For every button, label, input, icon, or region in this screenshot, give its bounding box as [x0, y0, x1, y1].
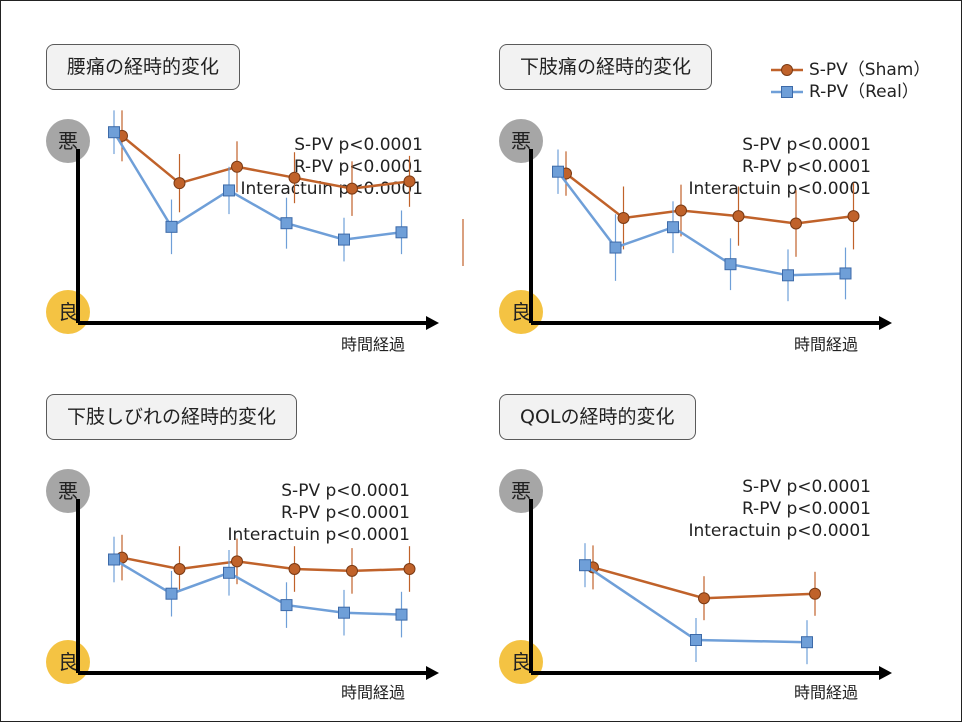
x-axis-label: 時間経過: [794, 335, 859, 354]
data-point-real: [223, 184, 235, 197]
chart-panel-qol: QOLの経時的変化 S-PV p<0.0001 R-PV p<0.0001 In…: [499, 394, 949, 721]
worse-badge: 悪: [46, 469, 90, 513]
worse-badge: 悪: [499, 119, 543, 163]
chart-title: 下肢しびれの経時的変化: [46, 394, 298, 440]
x-axis-arrow-icon: [426, 316, 439, 330]
chart-title: QOLの経時的変化: [499, 394, 696, 440]
data-point-sham: [173, 563, 186, 575]
chart-title: 下肢痛の経時的変化: [499, 44, 713, 90]
data-point-sham: [346, 564, 358, 577]
data-point-sham: [617, 211, 630, 224]
data-point-sham: [675, 204, 687, 217]
data-point-sham: [231, 555, 243, 568]
data-point-real: [165, 220, 178, 233]
data-point-sham: [288, 563, 301, 575]
data-point-sham: [403, 175, 416, 188]
data-point-real: [609, 241, 622, 254]
data-point-sham: [809, 587, 821, 600]
series-line-real: [113, 558, 402, 616]
x-axis-arrow-icon: [426, 666, 439, 680]
data-point-real: [395, 608, 408, 621]
series-line-sham: [565, 172, 854, 225]
stats-block: S-PV p<0.0001 R-PV p<0.0001 Interactuin …: [178, 480, 410, 546]
legend-label: S-PV（Sham）: [809, 60, 931, 80]
x-axis-label: 時間経過: [794, 683, 859, 702]
series-line-real: [557, 170, 846, 277]
legend-marker-circle-icon: [771, 64, 803, 76]
x-axis-label: 時間経過: [341, 335, 406, 354]
better-badge: 良: [46, 640, 90, 684]
data-point-real: [223, 566, 235, 579]
data-point-real: [108, 553, 120, 566]
data-point-real: [690, 634, 702, 646]
legend-marker-square-icon: [771, 86, 803, 98]
data-point-sham: [847, 210, 860, 223]
legend: S-PV（Sham） R-PV（Real）: [769, 59, 930, 103]
stat-line-spv: S-PV p<0.0001: [281, 481, 410, 501]
chart-plot: [529, 499, 892, 680]
stat-line-interaction: Interactuin p<0.0001: [227, 525, 410, 545]
stat-line-spv: S-PV p<0.0001: [742, 135, 871, 155]
chart-title: 腰痛の経時的変化: [46, 44, 241, 90]
data-point-real: [839, 267, 852, 280]
data-point-real: [579, 559, 591, 572]
worse-badge: 悪: [499, 469, 543, 513]
chart-plot: [76, 110, 464, 330]
stat-line-spv: S-PV p<0.0001: [742, 477, 871, 497]
series-line-sham: [121, 134, 410, 190]
data-point-real: [667, 221, 679, 234]
better-badge: 良: [46, 290, 90, 334]
legend-item-sham: S-PV（Sham）: [769, 59, 930, 81]
legend-item-real: R-PV（Real）: [769, 81, 930, 103]
stat-line-rpv: R-PV p<0.0001: [293, 157, 423, 177]
data-point-sham: [231, 160, 243, 173]
stat-line-interaction: Interactuin p<0.0001: [688, 521, 871, 541]
data-point-sham: [403, 563, 416, 575]
data-point-real: [280, 599, 293, 612]
legend-label: R-PV（Real）: [809, 82, 919, 102]
data-point-sham: [288, 171, 301, 184]
stat-line-rpv: R-PV p<0.0001: [741, 157, 871, 177]
data-point-sham: [173, 177, 186, 190]
chart-plot: [76, 499, 439, 680]
data-point-real: [552, 165, 564, 178]
chart-panel-leg-pain: 下肢痛の経時的変化 S-PV p<0.0001 R-PV p<0.0001 In…: [499, 44, 949, 374]
data-point-sham: [790, 217, 802, 230]
data-point-real: [165, 587, 178, 600]
data-point-sham: [346, 182, 358, 195]
data-point-real: [338, 606, 350, 619]
worse-badge: 悪: [46, 119, 90, 163]
data-point-sham: [698, 592, 710, 605]
stats-block: S-PV p<0.0001 R-PV p<0.0001 Interactuin …: [639, 476, 871, 542]
x-axis-arrow-icon: [879, 316, 892, 330]
data-point-real: [724, 258, 737, 271]
stat-line-rpv: R-PV p<0.0001: [280, 503, 410, 523]
data-point-real: [108, 126, 120, 139]
series-line-real: [112, 131, 402, 241]
data-point-real: [395, 226, 408, 239]
stats-block: S-PV p<0.0001 R-PV p<0.0001 Interactuin …: [191, 134, 423, 200]
data-point-sham: [732, 210, 745, 223]
stat-line-interaction: Interactuin p<0.0001: [688, 179, 871, 199]
data-point-real: [338, 233, 350, 246]
stat-line-rpv: R-PV p<0.0001: [741, 499, 871, 519]
x-axis-label: 時間経過: [341, 683, 406, 702]
data-point-real: [801, 636, 813, 649]
better-badge: 良: [499, 290, 543, 334]
chart-plot: [529, 149, 892, 330]
better-badge: 良: [499, 640, 543, 684]
stats-block: S-PV p<0.0001 R-PV p<0.0001 Interactuin …: [639, 134, 871, 200]
data-point-real: [782, 269, 794, 282]
data-point-real: [280, 217, 293, 230]
chart-panel-leg-numbness: 下肢しびれの経時的変化 S-PV p<0.0001 R-PV p<0.0001 …: [46, 394, 496, 721]
stat-line-spv: S-PV p<0.0001: [294, 135, 423, 155]
x-axis-arrow-icon: [879, 666, 892, 680]
stat-line-interaction: Interactuin p<0.0001: [240, 179, 423, 199]
chart-panel-low-back-pain: 腰痛の経時的変化 S-PV p<0.0001 R-PV p<0.0001 Int…: [46, 44, 496, 374]
series-line-sham: [121, 556, 410, 573]
